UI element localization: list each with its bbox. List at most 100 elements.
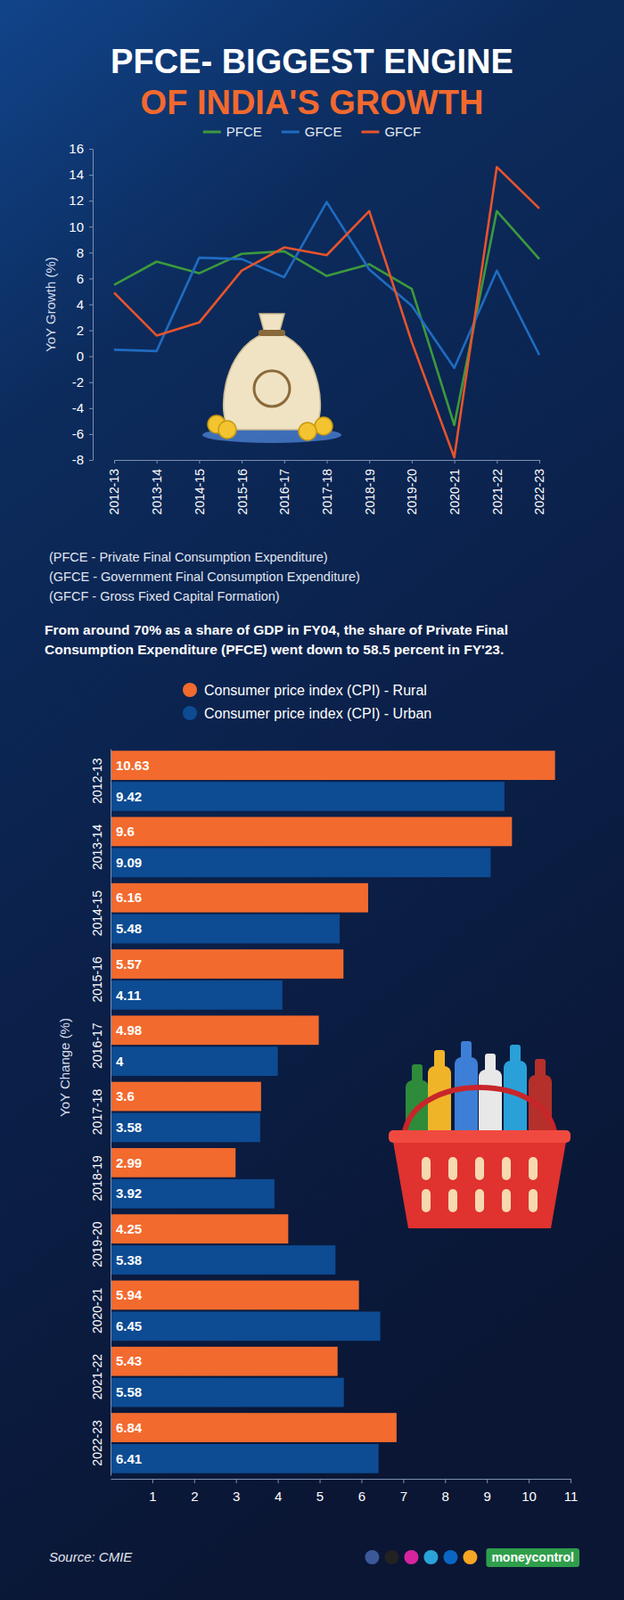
bars [110,750,556,1474]
tick-label: 2017-18 [320,468,335,516]
tick: 2017-18 [90,1089,111,1136]
legend-swatch [281,131,300,134]
tick-mark [89,278,93,280]
icon-slot [501,1189,511,1213]
tick: 2 [190,1478,198,1504]
tick-mark [194,1478,196,1484]
tick: 2014-15 [90,890,111,937]
data-label: 6.45 [115,1318,142,1334]
legend-swatch [182,706,198,721]
tick: 2016-17 [277,459,292,515]
tick: 0 [76,348,93,364]
page: PFCE- BIGGEST ENGINEOF INDIA'S GROWTHPFC… [0,0,624,1600]
tick: 10 [521,1478,537,1504]
axis-title: YoY Growth (%) [42,256,58,353]
icon-coin [314,417,333,436]
tick-label: 2017-18 [90,1089,105,1136]
tick-mark [89,226,93,228]
tick-label: 2022-23 [532,468,547,516]
icon-bottle-neck [484,1053,496,1074]
data-label: 9.09 [115,854,142,871]
axis-line [110,749,112,1477]
legend-swatch [203,131,222,134]
social-icon[interactable] [364,1550,379,1565]
social-icon[interactable] [423,1550,438,1565]
icon-rim [388,1130,571,1143]
icon-basket [392,1136,567,1229]
tick-label: 2015-16 [90,956,105,1003]
social-icon[interactable] [403,1550,419,1565]
brand-text: moneycontrol [491,1550,575,1565]
data-label: 4.98 [115,1022,142,1038]
axis: 2012-132013-142014-152015-162016-172017-… [106,459,547,515]
note: (GFCE - Government Final Consumption Exp… [49,569,361,584]
tick-mark [152,1478,154,1484]
data-label: 10.63 [115,757,150,773]
data-label: 5.58 [115,1384,142,1400]
icon-coin [218,420,237,439]
tick-mark [89,200,93,202]
tick-label: 2021-22 [490,468,505,516]
tick: 2013-14 [149,459,165,515]
tick-label: 10 [521,1488,537,1504]
bar [110,1311,381,1341]
data-label: 3.92 [115,1185,142,1201]
tick-label: 2013-14 [149,468,165,516]
icon-slot [448,1189,458,1213]
tick-label: 2014-15 [192,468,207,516]
tick-label: 4 [76,296,84,312]
tick: 2018-19 [362,459,378,515]
bar [110,1148,236,1178]
tick: 2017-18 [320,459,335,515]
bar [110,1046,279,1076]
tick: 2012-13 [106,459,122,515]
data-label: 9.42 [115,788,142,805]
bar [110,1082,262,1112]
legend-label: PFCE [226,123,263,140]
tick: 2022-23 [90,1420,111,1467]
social-icon[interactable] [462,1550,477,1565]
tick: 10 [68,219,93,235]
tick-mark [89,252,93,254]
tick: 2012-13 [90,757,111,805]
tick-label: 2021-22 [90,1354,105,1401]
tick-label: 2022-23 [90,1420,105,1467]
icon-bottle-neck [434,1050,445,1070]
icon-coin [298,422,317,441]
tick-label: 16 [68,140,84,156]
icon-emblem [254,370,290,407]
icon-tie [258,329,286,337]
bar [110,883,369,913]
tick-label: 2020-21 [447,468,462,516]
tick: -4 [72,400,93,416]
legend: Consumer price index (CPI) - RuralConsum… [182,682,432,722]
social-icon[interactable] [384,1550,399,1565]
tick-label: 6 [76,270,84,287]
tick-label: 2013-14 [90,823,105,871]
bar [110,1214,288,1244]
data-label: 6.16 [115,889,142,905]
axis-line [111,1478,572,1480]
legend-label: GFCE [304,123,343,140]
icon-slot [421,1157,431,1181]
tick-label: 4 [274,1488,282,1504]
legend-swatch [182,682,198,698]
lines [114,166,540,458]
bar [110,980,283,1010]
line [114,166,540,458]
tick: 2019-20 [90,1221,111,1268]
tick: -2 [72,374,93,390]
tick: 1 [148,1478,156,1504]
tick-label: 1 [148,1488,156,1504]
social-icon[interactable] [443,1550,458,1565]
tick-label: -2 [72,374,84,390]
tick: 2013-14 [90,823,111,871]
tick-mark [89,304,93,306]
icon-bottle-neck [411,1064,423,1084]
tick-mark [528,1478,530,1484]
tick-mark [454,459,456,464]
icon-bag [223,313,321,430]
note: (GFCF - Gross Fixed Capital Formation) [49,589,280,604]
data-label: 3.6 [115,1088,135,1104]
tick-mark [89,174,93,176]
